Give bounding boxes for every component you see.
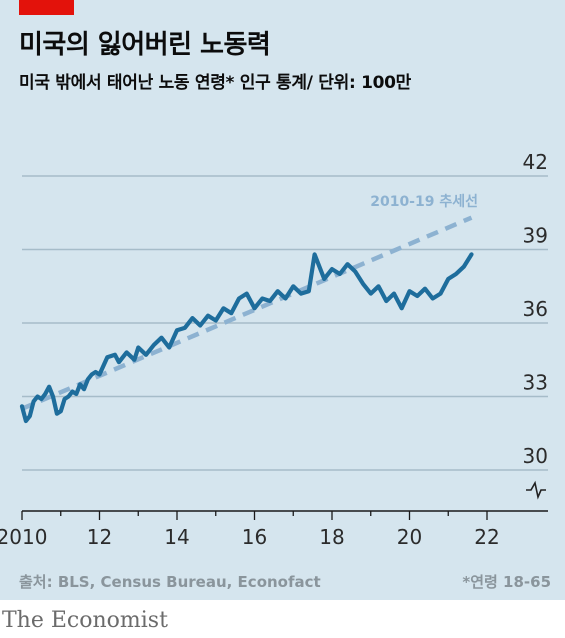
economist-logo: The Economist <box>2 608 168 633</box>
axis-break-icon <box>526 480 546 500</box>
y-tick-label: 39 <box>523 224 548 248</box>
trend-line <box>21 215 473 411</box>
x-tick-label: 18 <box>319 525 344 549</box>
x-tick-label: 12 <box>87 525 112 549</box>
footnote: *연령 18-65 <box>462 573 551 591</box>
series-layer: 2010-19 추세선 <box>19 194 478 424</box>
chart-title: 미국의 잃어버린 노동력 <box>19 30 271 60</box>
x-tick-label: 16 <box>242 525 267 549</box>
x-tick-label: 20 <box>397 525 422 549</box>
y-tick-label: 33 <box>523 371 548 395</box>
gridlines <box>22 175 548 471</box>
x-tick-label: 2010 <box>0 525 47 549</box>
y-tick-labels: 30 33 36 39 42 <box>523 150 548 500</box>
brand-red-tag <box>19 0 74 15</box>
line-chart: 30 33 36 39 42 2010 12 14 16 18 20 22 2010-19 추세선 <box>0 150 548 549</box>
y-tick-label: 30 <box>523 444 548 468</box>
x-tick-label: 22 <box>474 525 499 549</box>
trend-annotation: 2010-19 추세선 <box>370 194 478 210</box>
x-tick-label: 14 <box>164 525 189 549</box>
y-tick-label: 36 <box>523 297 548 321</box>
series-line <box>19 252 474 424</box>
y-tick-label: 42 <box>523 150 548 174</box>
x-axis: 2010 12 14 16 18 20 22 <box>0 510 548 549</box>
chart-subtitle: 미국 밖에서 태어난 노동 연령* 인구 통계/ 단위: 100만 <box>19 73 411 93</box>
source-note: 출처: BLS, Census Bureau, Econofact <box>19 573 321 591</box>
